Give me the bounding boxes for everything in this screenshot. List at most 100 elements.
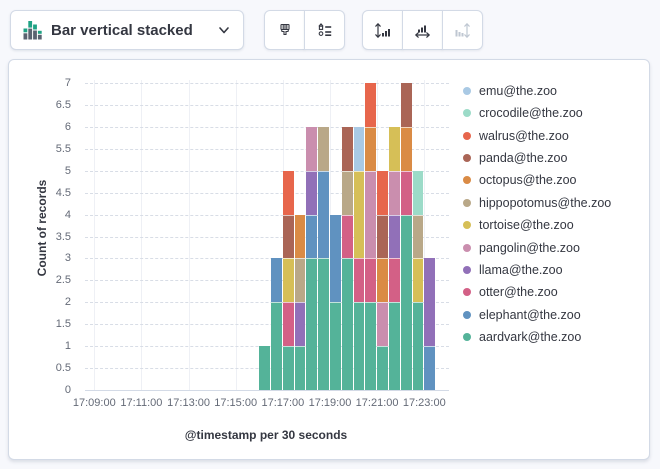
bar-segment[interactable] <box>353 302 365 390</box>
horizontal-gridline <box>85 258 449 260</box>
bar-segment[interactable] <box>318 258 330 390</box>
bar-segment[interactable] <box>412 170 424 215</box>
right-axis-button <box>442 10 483 50</box>
style-settings-button[interactable] <box>264 10 305 50</box>
bar-segment[interactable] <box>412 214 424 259</box>
legend-item[interactable]: panda@the.zoo <box>459 149 567 167</box>
bar-segment[interactable] <box>341 214 353 259</box>
bar-segment[interactable] <box>341 126 353 171</box>
bar-segment[interactable] <box>330 214 341 303</box>
bar-segment[interactable] <box>400 214 412 390</box>
bar-segment[interactable] <box>365 170 377 259</box>
x-tick-label: 17:13:00 <box>167 397 210 409</box>
bar-segment[interactable] <box>259 346 271 390</box>
bar-segment[interactable] <box>282 346 294 390</box>
bottom-axis-button[interactable] <box>402 10 443 50</box>
bar-segment[interactable] <box>365 83 377 127</box>
bar-segment[interactable] <box>412 302 424 390</box>
bar-segment[interactable] <box>388 258 400 303</box>
x-axis-line <box>85 390 449 391</box>
y-tick-label: 3 <box>64 252 71 265</box>
legend-item[interactable]: tortoise@the.zoo <box>459 216 574 234</box>
bar-segment[interactable] <box>388 126 400 171</box>
bar-segment[interactable] <box>388 302 400 390</box>
vertical-gridline <box>94 80 96 390</box>
legend-color-dot <box>463 243 471 252</box>
legend-settings-button[interactable] <box>304 10 345 50</box>
legend-item[interactable]: llama@the.zoo <box>459 261 563 279</box>
bar-segment[interactable] <box>365 258 377 303</box>
bar-segment[interactable] <box>318 126 330 171</box>
bar-segment[interactable] <box>365 126 377 171</box>
bar-segment[interactable] <box>400 83 412 127</box>
bar-segment[interactable] <box>294 302 306 347</box>
legend-item[interactable]: octopus@the.zoo <box>459 171 576 189</box>
bar-segment[interactable] <box>294 258 306 303</box>
legend-color-dot <box>463 310 471 319</box>
legend-item[interactable]: crocodile@the.zoo <box>459 104 583 122</box>
bar-segment[interactable] <box>306 214 318 259</box>
horizontal-gridline <box>85 83 449 84</box>
horizontal-gridline <box>85 214 449 216</box>
bar-segment[interactable] <box>306 126 318 171</box>
y-tick-label: 6.5 <box>55 98 71 111</box>
legend-label: octopus@the.zoo <box>479 173 577 188</box>
bar-segment[interactable] <box>400 126 412 171</box>
bar-17:16:00 <box>259 346 271 390</box>
bar-segment[interactable] <box>353 126 365 171</box>
legend-item[interactable]: walrus@the.zoo <box>459 127 569 145</box>
bar-17:17:30 <box>294 214 306 390</box>
legend-item[interactable]: pangolin@the.zoo <box>459 239 580 257</box>
bar-segment[interactable] <box>365 302 377 391</box>
bar-segment[interactable] <box>377 170 388 215</box>
legend-color-dot <box>463 109 471 118</box>
legend-item[interactable]: aardvark@the.zoo <box>459 328 581 346</box>
bar-segment[interactable] <box>282 170 294 215</box>
y-tick-label: 3.5 <box>55 230 71 243</box>
bar-segment[interactable] <box>424 258 436 347</box>
bar-segment[interactable] <box>377 214 388 259</box>
y-tick-label: 5.5 <box>55 142 71 155</box>
bar-segment[interactable] <box>294 346 306 390</box>
bar-segment[interactable] <box>388 214 400 259</box>
bar-segment[interactable] <box>330 302 341 390</box>
bar-segment[interactable] <box>306 170 318 215</box>
bar-segment[interactable] <box>400 170 412 215</box>
bar-17:20:00 <box>353 126 365 390</box>
bar-segment[interactable] <box>377 302 388 347</box>
y-axis-title: Count of records <box>35 179 49 277</box>
legend-label: elephant@the.zoo <box>479 307 581 322</box>
legend-label: hippopotomus@the.zoo <box>479 195 612 210</box>
bar-segment[interactable] <box>282 214 294 259</box>
bar-segment[interactable] <box>424 346 436 390</box>
bar-segment[interactable] <box>271 258 282 303</box>
bar-segment[interactable] <box>306 258 318 390</box>
bar-segment[interactable] <box>353 258 365 303</box>
bar-segment[interactable] <box>294 214 306 259</box>
chart-type-dropdown[interactable]: Bar vertical stacked <box>10 10 244 50</box>
bar-segment[interactable] <box>412 258 424 303</box>
legend-item[interactable]: elephant@the.zoo <box>459 306 581 324</box>
legend-item[interactable]: hippopotomus@the.zoo <box>459 194 611 212</box>
bar-segment[interactable] <box>377 346 388 390</box>
chart-type-label: Bar vertical stacked <box>51 21 193 39</box>
bar-segment[interactable] <box>341 170 353 215</box>
left-axis-button[interactable] <box>362 10 403 50</box>
bar-segment[interactable] <box>282 258 294 303</box>
legend-color-dot <box>463 332 471 341</box>
bar-segment[interactable] <box>282 302 294 347</box>
legend-item[interactable]: otter@the.zoo <box>459 283 558 301</box>
legend-item[interactable]: emu@the.zoo <box>459 82 557 100</box>
bar-segment[interactable] <box>377 258 388 303</box>
legend-list-icon <box>317 22 333 38</box>
horizontal-gridline <box>85 148 449 150</box>
bar-segment[interactable] <box>341 258 353 390</box>
bar-segment[interactable] <box>318 170 330 259</box>
bar-segment[interactable] <box>353 170 365 259</box>
bar-17:21:00 <box>377 170 388 390</box>
bar-17:22:30 <box>412 170 424 390</box>
y-tick-label: 4 <box>64 208 71 221</box>
bar-segment[interactable] <box>388 170 400 215</box>
bar-segment[interactable] <box>271 302 282 390</box>
vertical-gridline <box>424 80 426 390</box>
